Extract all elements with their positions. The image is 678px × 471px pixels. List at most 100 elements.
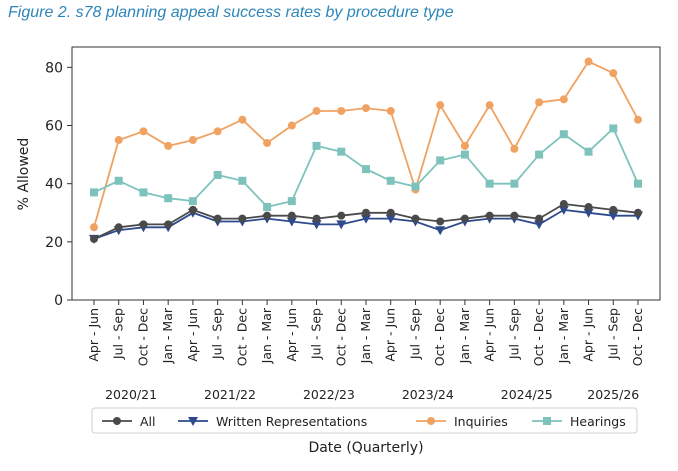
data-point-all <box>362 208 370 217</box>
data-point-hearings <box>114 176 123 185</box>
year-label: 2020/21 <box>105 387 157 402</box>
data-point-all <box>90 234 98 243</box>
data-point-hearings <box>312 141 321 150</box>
data-point-all <box>287 211 296 220</box>
data-point-inquiries <box>634 115 642 124</box>
data-point-all <box>485 211 494 220</box>
year-label: 2024/25 <box>501 387 553 402</box>
data-point-written-representations <box>435 226 446 236</box>
data-point-inquiries <box>386 106 395 115</box>
data-point-written-representations <box>385 214 396 224</box>
data-point-hearings <box>213 170 222 179</box>
data-point-all <box>460 214 469 223</box>
data-point-written-representations <box>534 220 545 230</box>
x-tick-label: Jul - Sep <box>605 308 620 360</box>
year-label: 2025/26 <box>587 387 639 402</box>
data-point-all <box>436 217 445 226</box>
series-hearings <box>90 124 642 211</box>
series-all <box>90 200 642 243</box>
x-tick-label: Apr - Jun <box>482 308 497 362</box>
data-point-hearings <box>510 179 519 188</box>
y-tick-label: 0 <box>54 293 63 309</box>
legend-label: Written Representations <box>216 414 367 429</box>
data-point-all <box>411 214 420 223</box>
x-tick-label: Oct - Dec <box>432 308 447 366</box>
x-tick-label: Oct - Dec <box>234 308 249 366</box>
data-point-hearings <box>139 188 148 197</box>
data-point-inquiries <box>535 98 544 107</box>
data-point-written-representations <box>583 208 594 218</box>
legend-marker <box>188 417 198 426</box>
data-point-hearings <box>362 165 370 174</box>
data-point-inquiries <box>337 106 346 115</box>
data-point-all <box>609 205 618 214</box>
data-point-all <box>164 220 173 229</box>
data-point-hearings <box>436 156 445 165</box>
data-point-hearings <box>337 147 346 156</box>
x-tick-label: Apr - Jun <box>284 308 299 362</box>
x-tick-label: Apr - Jun <box>185 308 200 362</box>
plot-area-frame <box>71 46 661 301</box>
data-point-inquiries <box>510 144 519 153</box>
data-point-hearings <box>634 179 642 188</box>
legend-item: Written Representations <box>178 414 367 429</box>
x-tick-label: Jan - Mar <box>358 307 373 364</box>
x-tick-label: Jul - Sep <box>111 308 126 360</box>
data-point-all <box>263 211 272 220</box>
data-point-written-representations <box>286 217 297 227</box>
y-axis-label: % Allowed <box>16 138 32 211</box>
x-tick-label: Oct - Dec <box>135 308 150 366</box>
data-point-hearings <box>460 150 469 159</box>
x-tick-label: Jan - Mar <box>556 307 571 364</box>
legend-marker <box>113 417 121 425</box>
data-point-hearings <box>90 188 98 197</box>
data-point-inquiries <box>485 101 494 110</box>
y-tick-label: 40 <box>45 177 63 193</box>
data-point-written-representations <box>336 220 347 230</box>
data-point-all <box>510 211 519 220</box>
x-tick-label: Apr - Jun <box>581 308 596 362</box>
legend-frame <box>91 407 638 434</box>
data-point-inquiries <box>188 136 197 145</box>
year-label: 2021/22 <box>204 387 256 402</box>
data-point-all <box>188 205 197 214</box>
x-tick-label: Jul - Sep <box>407 308 422 360</box>
data-point-inquiries <box>287 121 296 130</box>
x-tick-label: Jan - Mar <box>160 307 175 364</box>
data-point-inquiries <box>436 101 445 110</box>
data-point-inquiries <box>584 57 593 66</box>
data-point-inquiries <box>90 223 98 232</box>
data-point-all <box>584 202 593 211</box>
legend-marker <box>543 417 551 425</box>
x-tick-label: Oct - Dec <box>630 308 645 366</box>
year-label: 2023/24 <box>402 387 454 402</box>
data-point-inquiries <box>559 95 568 104</box>
data-point-written-representations <box>311 220 322 230</box>
figure-title: Figure 2. s78 planning appeal success ra… <box>8 4 454 21</box>
data-point-all <box>312 214 321 223</box>
legend-label: Hearings <box>570 414 626 429</box>
data-point-inquiries <box>139 127 148 136</box>
x-tick-label: Oct - Dec <box>531 308 546 366</box>
legend-label: All <box>140 414 156 429</box>
data-point-hearings <box>411 182 420 191</box>
data-point-written-representations <box>361 214 371 224</box>
legend-item: All <box>102 414 156 429</box>
x-tick-label: Jul - Sep <box>309 308 324 360</box>
data-point-all <box>386 208 395 217</box>
data-point-hearings <box>188 197 197 206</box>
series-layer <box>89 57 643 244</box>
data-point-all <box>139 220 148 229</box>
data-point-hearings <box>609 124 618 133</box>
data-point-written-representations <box>608 211 619 221</box>
data-point-inquiries <box>238 115 247 124</box>
data-point-hearings <box>584 147 593 156</box>
data-point-all <box>114 223 123 232</box>
y-tick-label: 60 <box>45 119 63 135</box>
y-tick-label: 80 <box>45 60 63 76</box>
data-point-inquiries <box>164 141 173 150</box>
y-tick-label: 20 <box>45 235 63 251</box>
data-point-all <box>337 211 346 220</box>
data-point-all <box>535 214 544 223</box>
data-point-all <box>634 208 642 217</box>
